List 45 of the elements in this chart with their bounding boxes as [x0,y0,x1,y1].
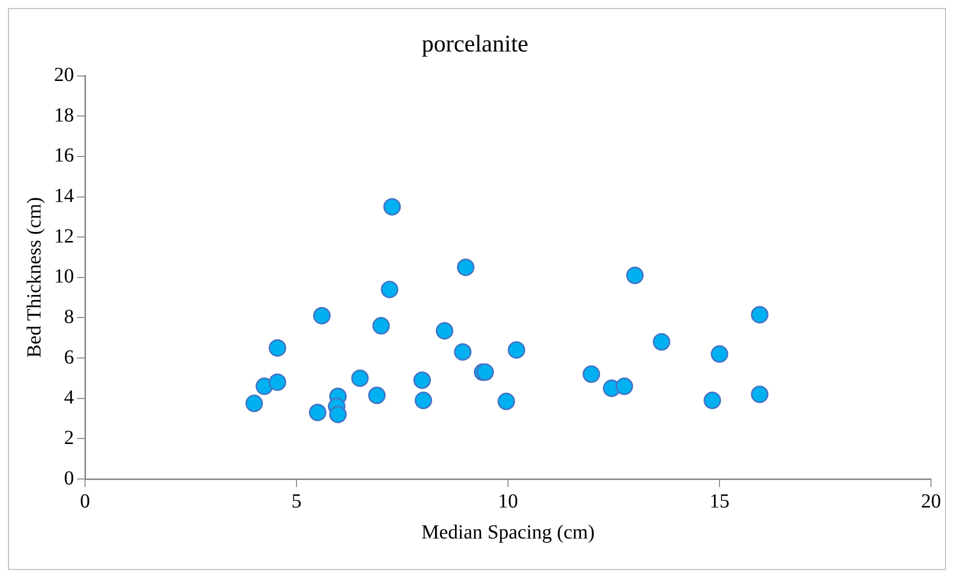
point [380,280,398,298]
point [750,386,768,404]
point [616,378,634,396]
point [456,258,474,276]
point [308,404,326,422]
point [750,306,768,324]
point [351,369,369,387]
x-tick-label: 10 [498,490,518,512]
point [372,317,390,335]
point [710,345,728,363]
y-tick-label: 20 [54,64,74,86]
x-tick-label: 20 [921,490,941,512]
point [414,392,432,410]
x-axis-title: Median Spacing (cm) [421,521,595,544]
point [268,339,286,357]
point [329,406,347,424]
point [268,373,286,391]
point [704,392,722,410]
y-tick-label: 8 [64,306,74,328]
y-tick-label: 12 [54,225,74,248]
point [383,198,401,216]
y-axis-title: Bed Thickness (cm) [23,197,46,358]
y-tick-label: 0 [64,467,74,490]
x-tick-label: 5 [292,490,302,512]
chart-title: porcelanite [422,32,528,58]
y-tick-label: 16 [54,144,74,167]
point [454,343,472,361]
point [413,371,431,389]
y-tick-label: 14 [54,185,74,208]
point [582,365,600,383]
point [245,394,263,412]
point [436,322,454,340]
point [368,386,386,404]
point [508,341,526,359]
point [626,266,644,284]
point [313,306,331,324]
y-tick-label: 18 [54,104,74,126]
y-tick-label: 2 [64,426,74,449]
y-tick-label: 6 [64,346,74,368]
point [652,333,670,351]
x-tick-label: 0 [80,490,90,512]
x-tick-label: 15 [710,490,730,512]
y-tick-label: 4 [64,386,74,409]
point [498,392,516,410]
y-tick-label: 10 [54,266,74,288]
